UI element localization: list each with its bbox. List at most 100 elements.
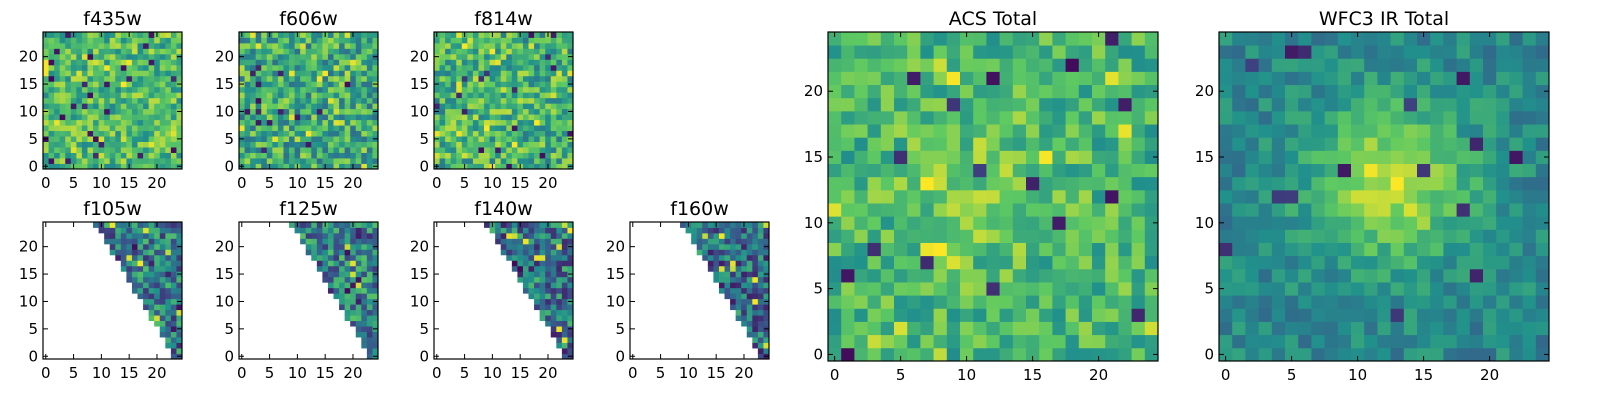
x-tick-label: 5 [460, 364, 470, 382]
heatmap-cell [880, 84, 895, 99]
heatmap-cell [143, 75, 150, 82]
heatmap-cell [283, 141, 290, 148]
y-tick-label: 10 [410, 292, 429, 310]
heatmap-cell [517, 108, 524, 115]
heatmap-cell [467, 119, 474, 126]
heatmap-cell [946, 124, 961, 138]
heatmap-cell [109, 152, 116, 159]
heatmap-cell [841, 163, 855, 178]
heatmap-cell [718, 271, 725, 278]
heatmap-cell [126, 125, 133, 132]
heatmap-cell [752, 287, 759, 294]
heatmap-cell [933, 203, 948, 217]
heatmap-cell [1012, 137, 1027, 151]
heatmap-cell [87, 37, 94, 44]
heatmap-cell [1144, 32, 1159, 46]
heatmap-cell [1092, 347, 1106, 362]
heatmap-cell [1364, 137, 1378, 151]
heatmap-cell [1271, 32, 1286, 46]
heatmap-cell [361, 81, 368, 88]
heatmap-cell [763, 304, 770, 311]
heatmap-cell [484, 136, 490, 142]
heatmap-cell [752, 309, 759, 316]
heatmap-cell [372, 32, 379, 38]
heatmap-cell [327, 53, 334, 60]
heatmap-cell [170, 348, 177, 354]
heatmap-cell [311, 92, 318, 99]
heatmap-cell [137, 260, 144, 267]
heatmap-cell [1131, 216, 1146, 230]
heatmap-cell [87, 86, 94, 93]
heatmap-cell [137, 53, 144, 60]
heatmap-cell [1144, 176, 1159, 191]
heatmap-cell [355, 287, 362, 294]
heatmap-cell [43, 114, 49, 121]
heatmap-cell [506, 249, 513, 256]
heatmap-cell [366, 353, 373, 360]
heatmap-cell [1311, 71, 1325, 86]
heatmap-cell [735, 254, 742, 261]
heatmap-cell [300, 92, 307, 99]
heatmap-cell [294, 37, 301, 44]
heatmap-cell [148, 238, 155, 245]
heatmap-cell [176, 130, 183, 137]
heatmap-cell [907, 321, 921, 336]
heatmap-cell [1430, 347, 1444, 362]
heatmap-cell [1012, 216, 1027, 230]
x-tick-label: 10 [483, 174, 502, 192]
heatmap-cell [484, 64, 490, 71]
heatmap-cell [489, 158, 496, 164]
heatmap-cell [366, 119, 373, 126]
heatmap-cell [148, 92, 155, 99]
heatmap-cell [104, 119, 111, 126]
heatmap-cell [1456, 176, 1471, 191]
y-tick-label: 10 [804, 214, 823, 232]
heatmap-cell [534, 249, 541, 256]
heatmap-cell [1271, 347, 1286, 362]
heatmap-cell [272, 75, 279, 82]
heatmap-cell [277, 86, 284, 93]
heatmap-cell [361, 86, 368, 93]
heatmap-cell [718, 232, 725, 239]
heatmap-cell [1245, 255, 1259, 270]
heatmap-cell [333, 32, 340, 38]
heatmap-cell [1258, 347, 1273, 362]
heatmap-cell [294, 152, 301, 159]
heatmap-cell [550, 254, 557, 261]
heatmap-cell [495, 222, 502, 228]
heatmap-cell [333, 254, 340, 261]
heatmap-cell [372, 337, 379, 343]
heatmap-cell [322, 125, 329, 132]
heatmap-cell [867, 334, 882, 349]
heatmap-cell [350, 53, 357, 60]
heatmap-cell [305, 158, 312, 164]
heatmap-cell [841, 150, 855, 164]
heatmap-cell [561, 119, 568, 126]
heatmap-cell [1039, 150, 1053, 164]
heatmap-cell [322, 276, 329, 283]
heatmap-cell [1258, 334, 1273, 349]
heatmap-cell [266, 125, 273, 132]
heatmap-cell [1522, 45, 1537, 59]
heatmap-cell [1118, 189, 1132, 204]
heatmap-cell [484, 48, 490, 55]
heatmap-cell [98, 37, 105, 44]
heatmap-cell [528, 136, 535, 142]
heatmap-cell [539, 315, 546, 322]
heatmap-cell [1271, 282, 1286, 296]
heatmap-cell [277, 59, 284, 66]
heatmap-cell [522, 108, 529, 115]
heatmap-cell [81, 125, 88, 132]
heatmap-cell [43, 158, 49, 164]
heatmap-cell [1118, 229, 1132, 243]
heatmap-cell [1337, 176, 1352, 191]
heatmap-cell [289, 141, 295, 148]
heatmap-cell [511, 232, 518, 239]
heatmap-cell [344, 276, 351, 283]
heatmap-cell [534, 53, 541, 60]
heatmap-cell [528, 243, 535, 250]
y-tick-label: 0 [28, 157, 38, 175]
heatmap-cell [506, 152, 513, 159]
heatmap-cell [1351, 189, 1365, 204]
heatmap-cell [528, 114, 535, 121]
